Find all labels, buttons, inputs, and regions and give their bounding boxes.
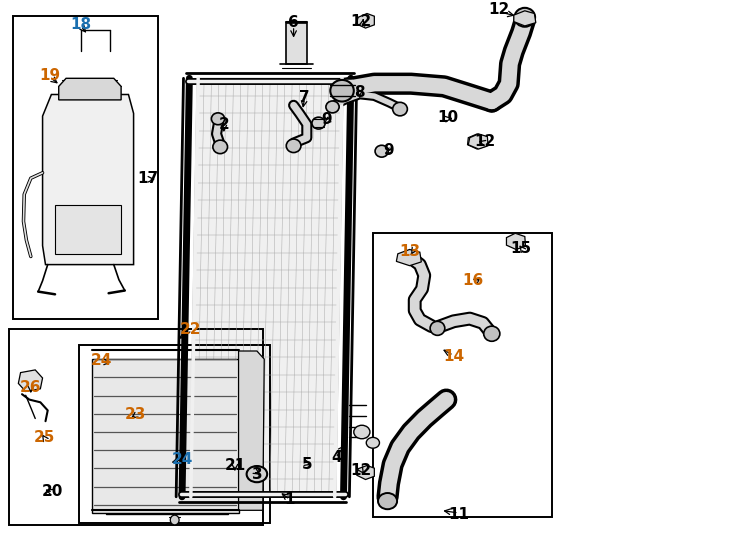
- Polygon shape: [357, 465, 374, 480]
- Ellipse shape: [393, 102, 407, 116]
- Polygon shape: [514, 11, 536, 26]
- Polygon shape: [59, 78, 121, 100]
- Ellipse shape: [170, 515, 179, 525]
- Text: 24: 24: [90, 353, 112, 368]
- Text: 26: 26: [20, 380, 42, 395]
- Text: 11: 11: [448, 507, 469, 522]
- Text: 2: 2: [219, 117, 229, 132]
- Text: 8: 8: [355, 85, 365, 100]
- Polygon shape: [468, 134, 487, 149]
- Text: 23: 23: [125, 407, 147, 422]
- Ellipse shape: [312, 117, 325, 129]
- Ellipse shape: [247, 466, 267, 482]
- Text: 12: 12: [351, 14, 371, 29]
- Ellipse shape: [330, 80, 354, 102]
- Text: 12: 12: [351, 463, 371, 478]
- Text: 6: 6: [288, 15, 299, 30]
- Text: 3: 3: [252, 467, 262, 482]
- Text: 16: 16: [463, 273, 484, 288]
- Text: 1: 1: [285, 492, 295, 507]
- Ellipse shape: [211, 113, 225, 125]
- Bar: [79, 345, 270, 523]
- Text: 7: 7: [299, 90, 310, 105]
- Bar: [9, 329, 263, 525]
- Polygon shape: [18, 370, 43, 392]
- Polygon shape: [506, 233, 526, 249]
- Text: 12: 12: [489, 2, 509, 17]
- Text: 12: 12: [474, 134, 495, 149]
- Ellipse shape: [378, 493, 397, 509]
- Ellipse shape: [430, 321, 445, 335]
- Polygon shape: [239, 351, 264, 510]
- Polygon shape: [356, 14, 374, 28]
- Ellipse shape: [366, 437, 379, 448]
- Text: 24: 24: [171, 451, 193, 467]
- Text: 15: 15: [511, 241, 531, 256]
- Text: 21: 21: [225, 458, 245, 473]
- Ellipse shape: [213, 140, 228, 153]
- Text: 4: 4: [331, 450, 341, 465]
- Text: 20: 20: [42, 484, 64, 499]
- Polygon shape: [396, 249, 421, 266]
- Polygon shape: [189, 78, 344, 497]
- Ellipse shape: [286, 139, 301, 152]
- Bar: [286, 23, 307, 64]
- Text: 19: 19: [40, 68, 60, 83]
- Text: 18: 18: [70, 17, 91, 32]
- Text: 5: 5: [302, 457, 312, 472]
- Ellipse shape: [375, 145, 388, 157]
- Ellipse shape: [354, 426, 370, 438]
- Ellipse shape: [326, 101, 339, 113]
- Bar: [92, 359, 239, 513]
- Ellipse shape: [515, 8, 535, 26]
- Text: 10: 10: [437, 110, 458, 125]
- Text: 9: 9: [384, 143, 394, 158]
- Bar: [13, 16, 158, 319]
- Text: 22: 22: [180, 322, 202, 337]
- Polygon shape: [43, 94, 134, 265]
- Polygon shape: [55, 205, 121, 254]
- Ellipse shape: [484, 326, 500, 341]
- Text: 25: 25: [33, 430, 55, 445]
- Polygon shape: [468, 134, 488, 149]
- Text: 17: 17: [138, 171, 159, 186]
- Text: 9: 9: [321, 112, 332, 127]
- Text: 14: 14: [443, 349, 464, 364]
- Text: 13: 13: [399, 244, 420, 259]
- Bar: [373, 233, 552, 517]
